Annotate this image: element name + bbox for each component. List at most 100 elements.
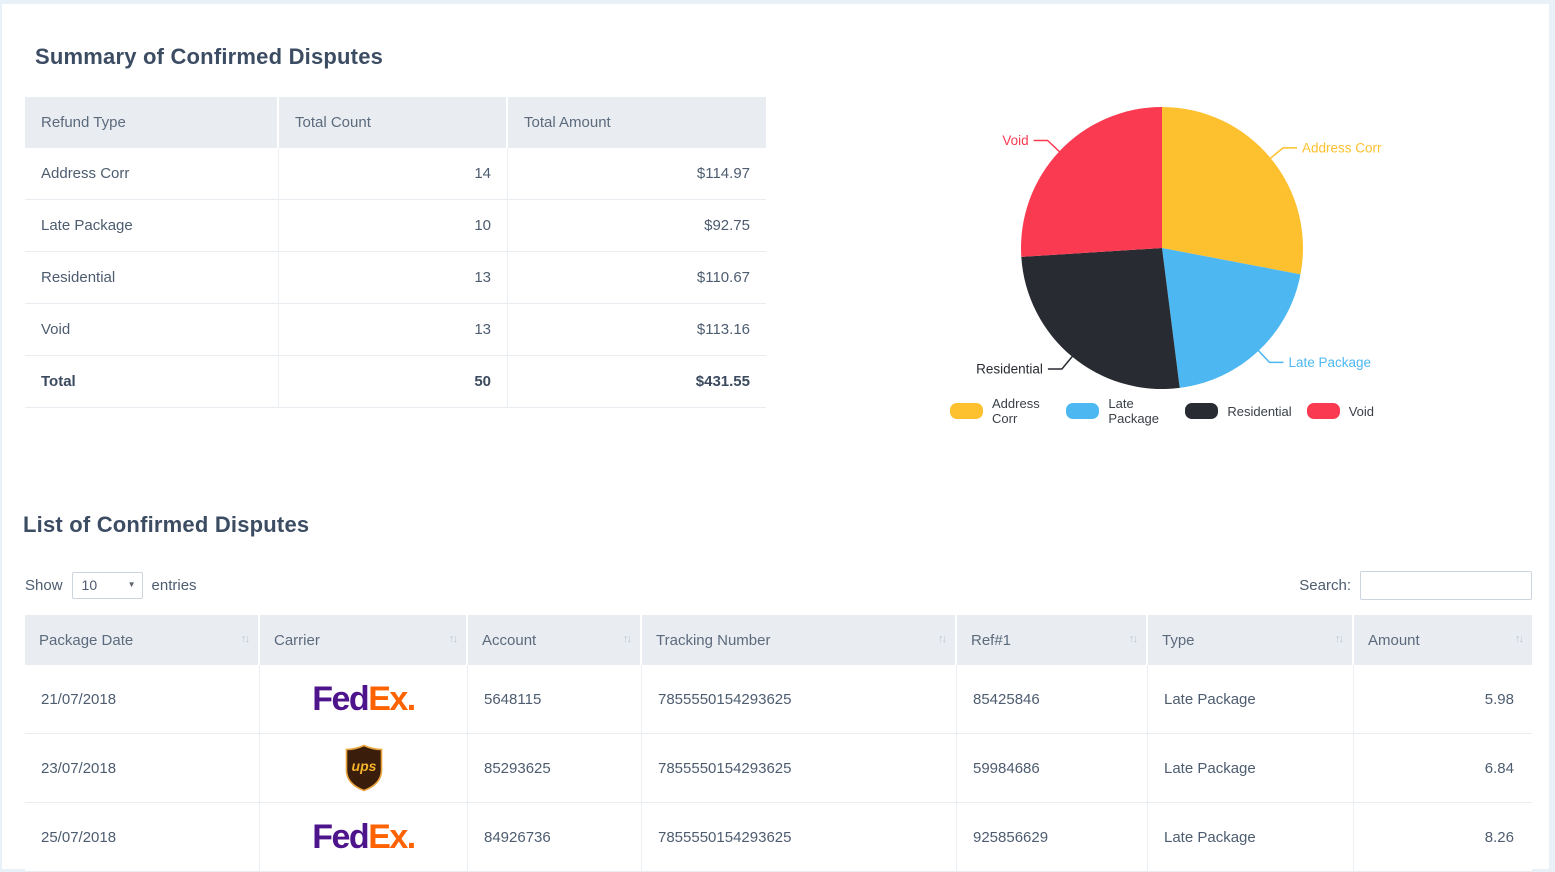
total-amount-cell: $92.75 xyxy=(508,200,766,252)
column-label: Type xyxy=(1162,631,1195,649)
fedex-logo-dot: . xyxy=(406,680,416,718)
sort-header-type[interactable]: Type ↑↓ xyxy=(1148,615,1354,665)
list-section-title: List of Confirmed Disputes xyxy=(23,512,310,537)
refund-type-cell: Address Corr xyxy=(25,148,279,200)
pie-label-leader-line xyxy=(1268,147,1297,160)
legend-item-late-package[interactable]: Late Package xyxy=(1066,396,1170,426)
pie-label-leader-line xyxy=(1256,348,1284,364)
refund-type-cell: Residential xyxy=(25,252,279,304)
page-size-select-wrap: 10 ▼ xyxy=(71,571,143,599)
ref1-cell: 925856629 xyxy=(957,803,1148,872)
sort-icon[interactable]: ↑↓ xyxy=(241,633,250,645)
legend-item-address-corr[interactable]: Address Corr xyxy=(950,396,1051,426)
column-label: Amount xyxy=(1368,631,1420,649)
column-label: Package Date xyxy=(39,631,134,649)
search-input[interactable] xyxy=(1360,570,1532,600)
summary-col-total-amount: Total Amount xyxy=(508,97,766,148)
column-label: Ref#1 xyxy=(971,631,1012,649)
legend-item-void[interactable]: Void xyxy=(1306,403,1374,419)
carrier-cell: FedEx. xyxy=(260,803,468,872)
summary-header-row: Refund Type Total Count Total Amount xyxy=(25,97,766,148)
pie-chart-svg: Address Corr Late Package Residential Void xyxy=(976,107,1382,390)
package-date-cell: 21/07/2018 xyxy=(25,665,260,734)
summary-row-late-package: Late Package 10 $92.75 xyxy=(25,200,766,252)
total-count-cell: 50 xyxy=(279,356,508,408)
pie-slice-residential xyxy=(1021,248,1180,390)
tracking-number-cell: 7855550154293625 xyxy=(642,665,957,734)
table-row: 21/07/2018 FedEx. 5648115 78555501542936… xyxy=(25,665,1532,734)
sort-icon[interactable]: ↑↓ xyxy=(623,633,632,645)
legend-swatch-icon xyxy=(1185,403,1219,419)
ups-logo-text: ups xyxy=(351,758,376,774)
sort-icon[interactable]: ↑↓ xyxy=(449,633,458,645)
sort-icon[interactable]: ↑↓ xyxy=(1515,633,1524,645)
amount-cell: 8.26 xyxy=(1354,803,1532,872)
summary-row-residential: Residential 13 $110.67 xyxy=(25,252,766,304)
account-cell: 85293625 xyxy=(468,734,642,803)
table-row: 23/07/2018 ups 85293625 7855550154293625… xyxy=(25,734,1532,803)
show-label: Show xyxy=(25,576,63,594)
sort-icon[interactable]: ↑↓ xyxy=(1129,633,1138,645)
tracking-number-cell: 7855550154293625 xyxy=(642,803,957,872)
sort-header-package-date[interactable]: Package Date ↑↓ xyxy=(25,615,260,665)
column-label: Tracking Number xyxy=(656,631,771,649)
pie-slice-void xyxy=(1021,107,1162,257)
fedex-logo-ex: Ex xyxy=(368,818,408,856)
fedex-logo-icon: FedEx. xyxy=(312,680,416,718)
page-size-select[interactable]: 10 xyxy=(71,571,143,599)
fedex-logo-dot: . xyxy=(406,818,416,856)
summary-row-void: Void 13 $113.16 xyxy=(25,304,766,356)
ref1-cell: 85425846 xyxy=(957,665,1148,734)
search-control: Search: xyxy=(1299,570,1532,600)
tracking-number-cell: 7855550154293625 xyxy=(642,734,957,803)
table-row: 25/07/2018 FedEx. 84926736 7855550154293… xyxy=(25,803,1532,872)
search-label: Search: xyxy=(1299,576,1351,594)
legend-label: Residential xyxy=(1227,403,1292,419)
summary-col-total-count: Total Count xyxy=(279,97,508,148)
pie-slice-late-package xyxy=(1162,248,1301,388)
refund-type-cell: Void xyxy=(25,304,279,356)
legend-label: Address Corr xyxy=(992,396,1040,426)
sort-header-carrier[interactable]: Carrier ↑↓ xyxy=(260,615,468,665)
total-amount-cell: $431.55 xyxy=(508,356,766,408)
sort-icon[interactable]: ↑↓ xyxy=(1335,633,1344,645)
refund-type-cell: Late Package xyxy=(25,200,279,252)
legend-swatch-icon xyxy=(950,403,983,419)
main-content-card: Summary of Confirmed Disputes Refund Typ… xyxy=(2,4,1549,872)
legend-swatch-icon xyxy=(1306,403,1340,419)
total-count-cell: 14 xyxy=(279,148,508,200)
sort-header-amount[interactable]: Amount ↑↓ xyxy=(1354,615,1532,665)
total-count-cell: 13 xyxy=(279,304,508,356)
column-label: Account xyxy=(482,631,537,649)
fedex-logo-fed: Fed xyxy=(312,680,369,718)
pie-slice-address-corr xyxy=(1162,107,1303,275)
account-cell: 84926736 xyxy=(468,803,642,872)
list-table-controls: Show 10 ▼ entries Search: xyxy=(25,570,1532,600)
disputes-list-table: Package Date ↑↓ Carrier ↑↓ Account ↑↓ Track… xyxy=(25,615,1532,872)
legend-item-residential[interactable]: Residential xyxy=(1185,403,1292,419)
pie-label-leader-line xyxy=(1033,139,1062,154)
amount-cell: 6.84 xyxy=(1354,734,1532,803)
sort-header-account[interactable]: Account ↑↓ xyxy=(468,615,642,665)
legend-swatch-icon xyxy=(1066,403,1100,419)
sort-header-tracking-number[interactable]: Tracking Number ↑↓ xyxy=(642,615,957,665)
amount-cell: 5.98 xyxy=(1354,665,1532,734)
summary-section-title: Summary of Confirmed Disputes xyxy=(35,44,384,69)
total-label-cell: Total xyxy=(25,356,279,408)
column-label: Carrier xyxy=(274,631,320,649)
summary-table: Refund Type Total Count Total Amount Add… xyxy=(25,97,766,408)
pie-slice-label: Late Package xyxy=(1289,355,1372,370)
summary-row-total: Total 50 $431.55 xyxy=(25,356,766,408)
package-date-cell: 23/07/2018 xyxy=(25,734,260,803)
fedex-logo-icon: FedEx. xyxy=(312,818,416,856)
page-length-control: Show 10 ▼ entries xyxy=(25,571,197,599)
legend-label: Void xyxy=(1348,403,1374,419)
sort-header-ref1[interactable]: Ref#1 ↑↓ xyxy=(957,615,1148,665)
summary-col-refund-type: Refund Type xyxy=(25,97,279,148)
legend-label: Late Package xyxy=(1108,396,1160,426)
sort-icon[interactable]: ↑↓ xyxy=(938,633,947,645)
fedex-logo-ex: Ex xyxy=(368,680,408,718)
package-date-cell: 25/07/2018 xyxy=(25,803,260,872)
total-count-cell: 10 xyxy=(279,200,508,252)
total-amount-cell: $114.97 xyxy=(508,148,766,200)
